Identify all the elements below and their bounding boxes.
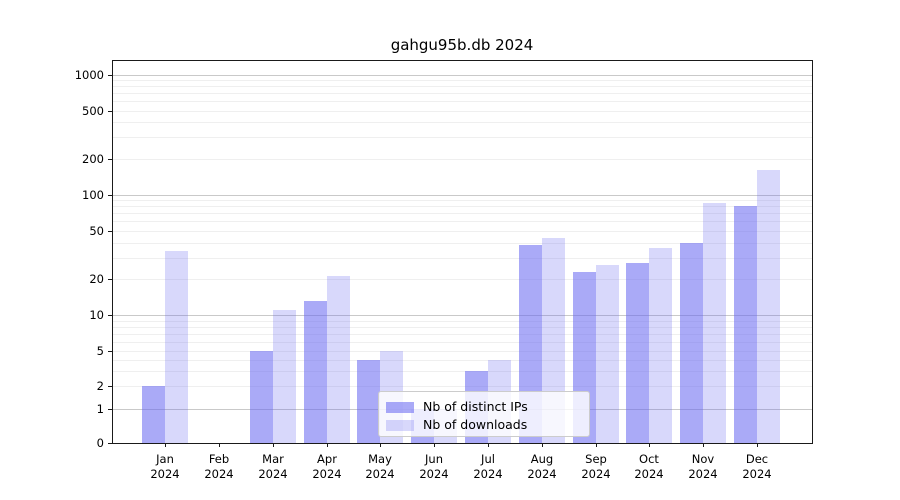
y-tickmark — [108, 315, 112, 316]
x-tickmark — [327, 443, 328, 447]
minor-gridline — [112, 206, 812, 207]
y-tickmark — [108, 386, 112, 387]
minor-gridline — [112, 258, 812, 259]
minor-gridline — [112, 200, 812, 201]
bar-distinct-ips-dec — [734, 206, 757, 443]
minor-gridline — [112, 334, 812, 335]
minor-gridline — [112, 327, 812, 328]
bar-downloads-sep — [596, 265, 619, 443]
legend-label-downloads: Nb of downloads — [423, 417, 528, 432]
minor-gridline — [112, 360, 812, 361]
bar-distinct-ips-mar — [250, 351, 273, 443]
minor-gridline — [112, 101, 812, 102]
y-tick-label: 2 — [96, 379, 104, 393]
legend-item-distinct-ips: Nb of distinct IPs — [386, 400, 528, 414]
minor-gridline — [112, 111, 812, 112]
bar-downloads-oct — [649, 248, 672, 443]
y-tick-label: 10 — [89, 308, 104, 322]
x-tickmark — [273, 443, 274, 447]
minor-gridline — [112, 159, 812, 160]
bar-distinct-ips-jan — [142, 386, 165, 443]
minor-gridline — [112, 122, 812, 123]
x-tickmark — [542, 443, 543, 447]
y-tickmark — [108, 409, 112, 410]
y-tickmark — [108, 351, 112, 352]
minor-gridline — [112, 137, 812, 138]
minor-gridline — [112, 279, 812, 280]
minor-gridline — [112, 243, 812, 244]
x-tick-label: Aug 2024 — [527, 452, 557, 481]
minor-gridline — [112, 371, 812, 372]
x-tickmark — [703, 443, 704, 447]
x-tickmark — [596, 443, 597, 447]
x-tickmark — [434, 443, 435, 447]
minor-gridline — [112, 351, 812, 352]
legend-swatch-distinct-ips — [386, 401, 414, 413]
y-tick-label: 5 — [96, 344, 104, 358]
y-tick-label: 1 — [96, 402, 104, 416]
x-tick-label: Sep 2024 — [581, 452, 611, 481]
y-tick-label: 1000 — [74, 68, 104, 82]
major-gridline — [112, 315, 812, 316]
legend-item-downloads: Nb of downloads — [386, 418, 527, 432]
x-tick-label: Mar 2024 — [258, 452, 288, 481]
legend-label-distinct-ips: Nb of distinct IPs — [423, 399, 528, 414]
chart-title: gahgu95b.db 2024 — [390, 36, 534, 54]
y-tickmark — [108, 75, 112, 76]
x-tick-label: May 2024 — [365, 452, 395, 481]
x-tick-label: Dec 2024 — [742, 452, 772, 481]
y-tickmark — [108, 111, 112, 112]
legend: Nb of distinct IPs Nb of downloads — [378, 391, 590, 437]
bar-distinct-ips-nov — [680, 243, 703, 443]
bar-downloads-nov — [703, 203, 726, 443]
y-tickmark — [108, 195, 112, 196]
minor-gridline — [112, 213, 812, 214]
y-tickmark — [108, 231, 112, 232]
minor-gridline — [112, 93, 812, 94]
legend-swatch-downloads — [386, 419, 414, 431]
y-tickmark — [108, 443, 112, 444]
major-gridline — [112, 195, 812, 196]
x-tick-label: Jul 2024 — [473, 452, 503, 481]
bar-distinct-ips-oct — [626, 263, 649, 443]
x-tick-label: Apr 2024 — [312, 452, 342, 481]
minor-gridline — [112, 221, 812, 222]
x-tick-label: Feb 2024 — [204, 452, 234, 481]
x-tick-label: Oct 2024 — [634, 452, 664, 481]
bar-distinct-ips-apr — [304, 301, 327, 443]
x-tick-label: Nov 2024 — [688, 452, 718, 481]
y-tick-label: 100 — [82, 188, 104, 202]
x-tickmark — [488, 443, 489, 447]
y-tick-label: 200 — [82, 152, 104, 166]
minor-gridline — [112, 80, 812, 81]
x-tickmark — [380, 443, 381, 447]
x-tickmark — [165, 443, 166, 447]
bar-downloads-mar — [273, 310, 296, 443]
x-tickmark — [649, 443, 650, 447]
y-tickmark — [108, 279, 112, 280]
major-gridline — [112, 75, 812, 76]
minor-gridline — [112, 342, 812, 343]
bar-distinct-ips-may — [357, 360, 380, 443]
bar-downloads-apr — [327, 276, 350, 443]
x-tickmark — [219, 443, 220, 447]
minor-gridline — [112, 386, 812, 387]
y-tickmark — [108, 159, 112, 160]
minor-gridline — [112, 231, 812, 232]
y-tick-label: 500 — [82, 104, 104, 118]
x-tick-label: Jun 2024 — [419, 452, 449, 481]
bar-downloads-jan — [165, 251, 188, 443]
x-tick-label: Jan 2024 — [150, 452, 180, 481]
y-tick-label: 20 — [89, 272, 104, 286]
y-tick-label: 50 — [89, 224, 104, 238]
minor-gridline — [112, 86, 812, 87]
bar-downloads-dec — [757, 170, 780, 443]
minor-gridline — [112, 321, 812, 322]
x-tickmark — [757, 443, 758, 447]
y-tick-label: 0 — [96, 436, 104, 450]
